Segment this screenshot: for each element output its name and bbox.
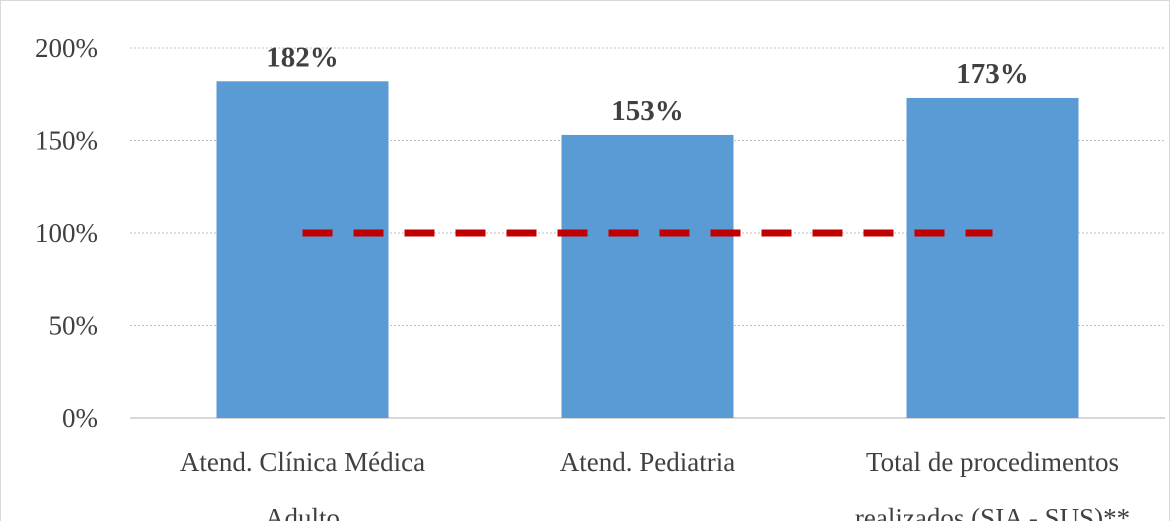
data-labels: 182% 153% 173% (266, 41, 1029, 127)
category-label: Total de procedimentos realizados (SIA - … (855, 447, 1130, 521)
category-label-line: Atend. Pediatria (560, 447, 735, 477)
category-labels: Atend. Clínica Médica Adulto Atend. Pediat… (180, 447, 1130, 526)
bars (216, 81, 1079, 419)
category-label-line: Adulto (265, 503, 340, 521)
y-tick-label: 0% (62, 403, 98, 433)
y-axis-tick-labels: 0% 50% 100% 150% 200% (35, 33, 98, 433)
data-label: 173% (956, 58, 1029, 90)
category-label: Atend. Clínica Médica Adulto (180, 447, 425, 521)
y-tick-label: 200% (35, 33, 98, 63)
category-label-line: Atend. Clínica Médica (180, 447, 425, 477)
category-label-line: Total de procedimentos (866, 447, 1119, 477)
data-label: 182% (266, 41, 339, 73)
category-label-line: realizados (SIA - SUS)** (855, 503, 1130, 521)
category-label: Atend. Pediatria (560, 447, 735, 477)
y-tick-label: 50% (49, 311, 99, 341)
bar (561, 134, 734, 418)
bar (216, 81, 389, 419)
y-tick-label: 150% (35, 126, 98, 156)
bar (906, 97, 1079, 418)
data-label: 153% (611, 95, 684, 127)
y-tick-label: 100% (35, 218, 98, 248)
